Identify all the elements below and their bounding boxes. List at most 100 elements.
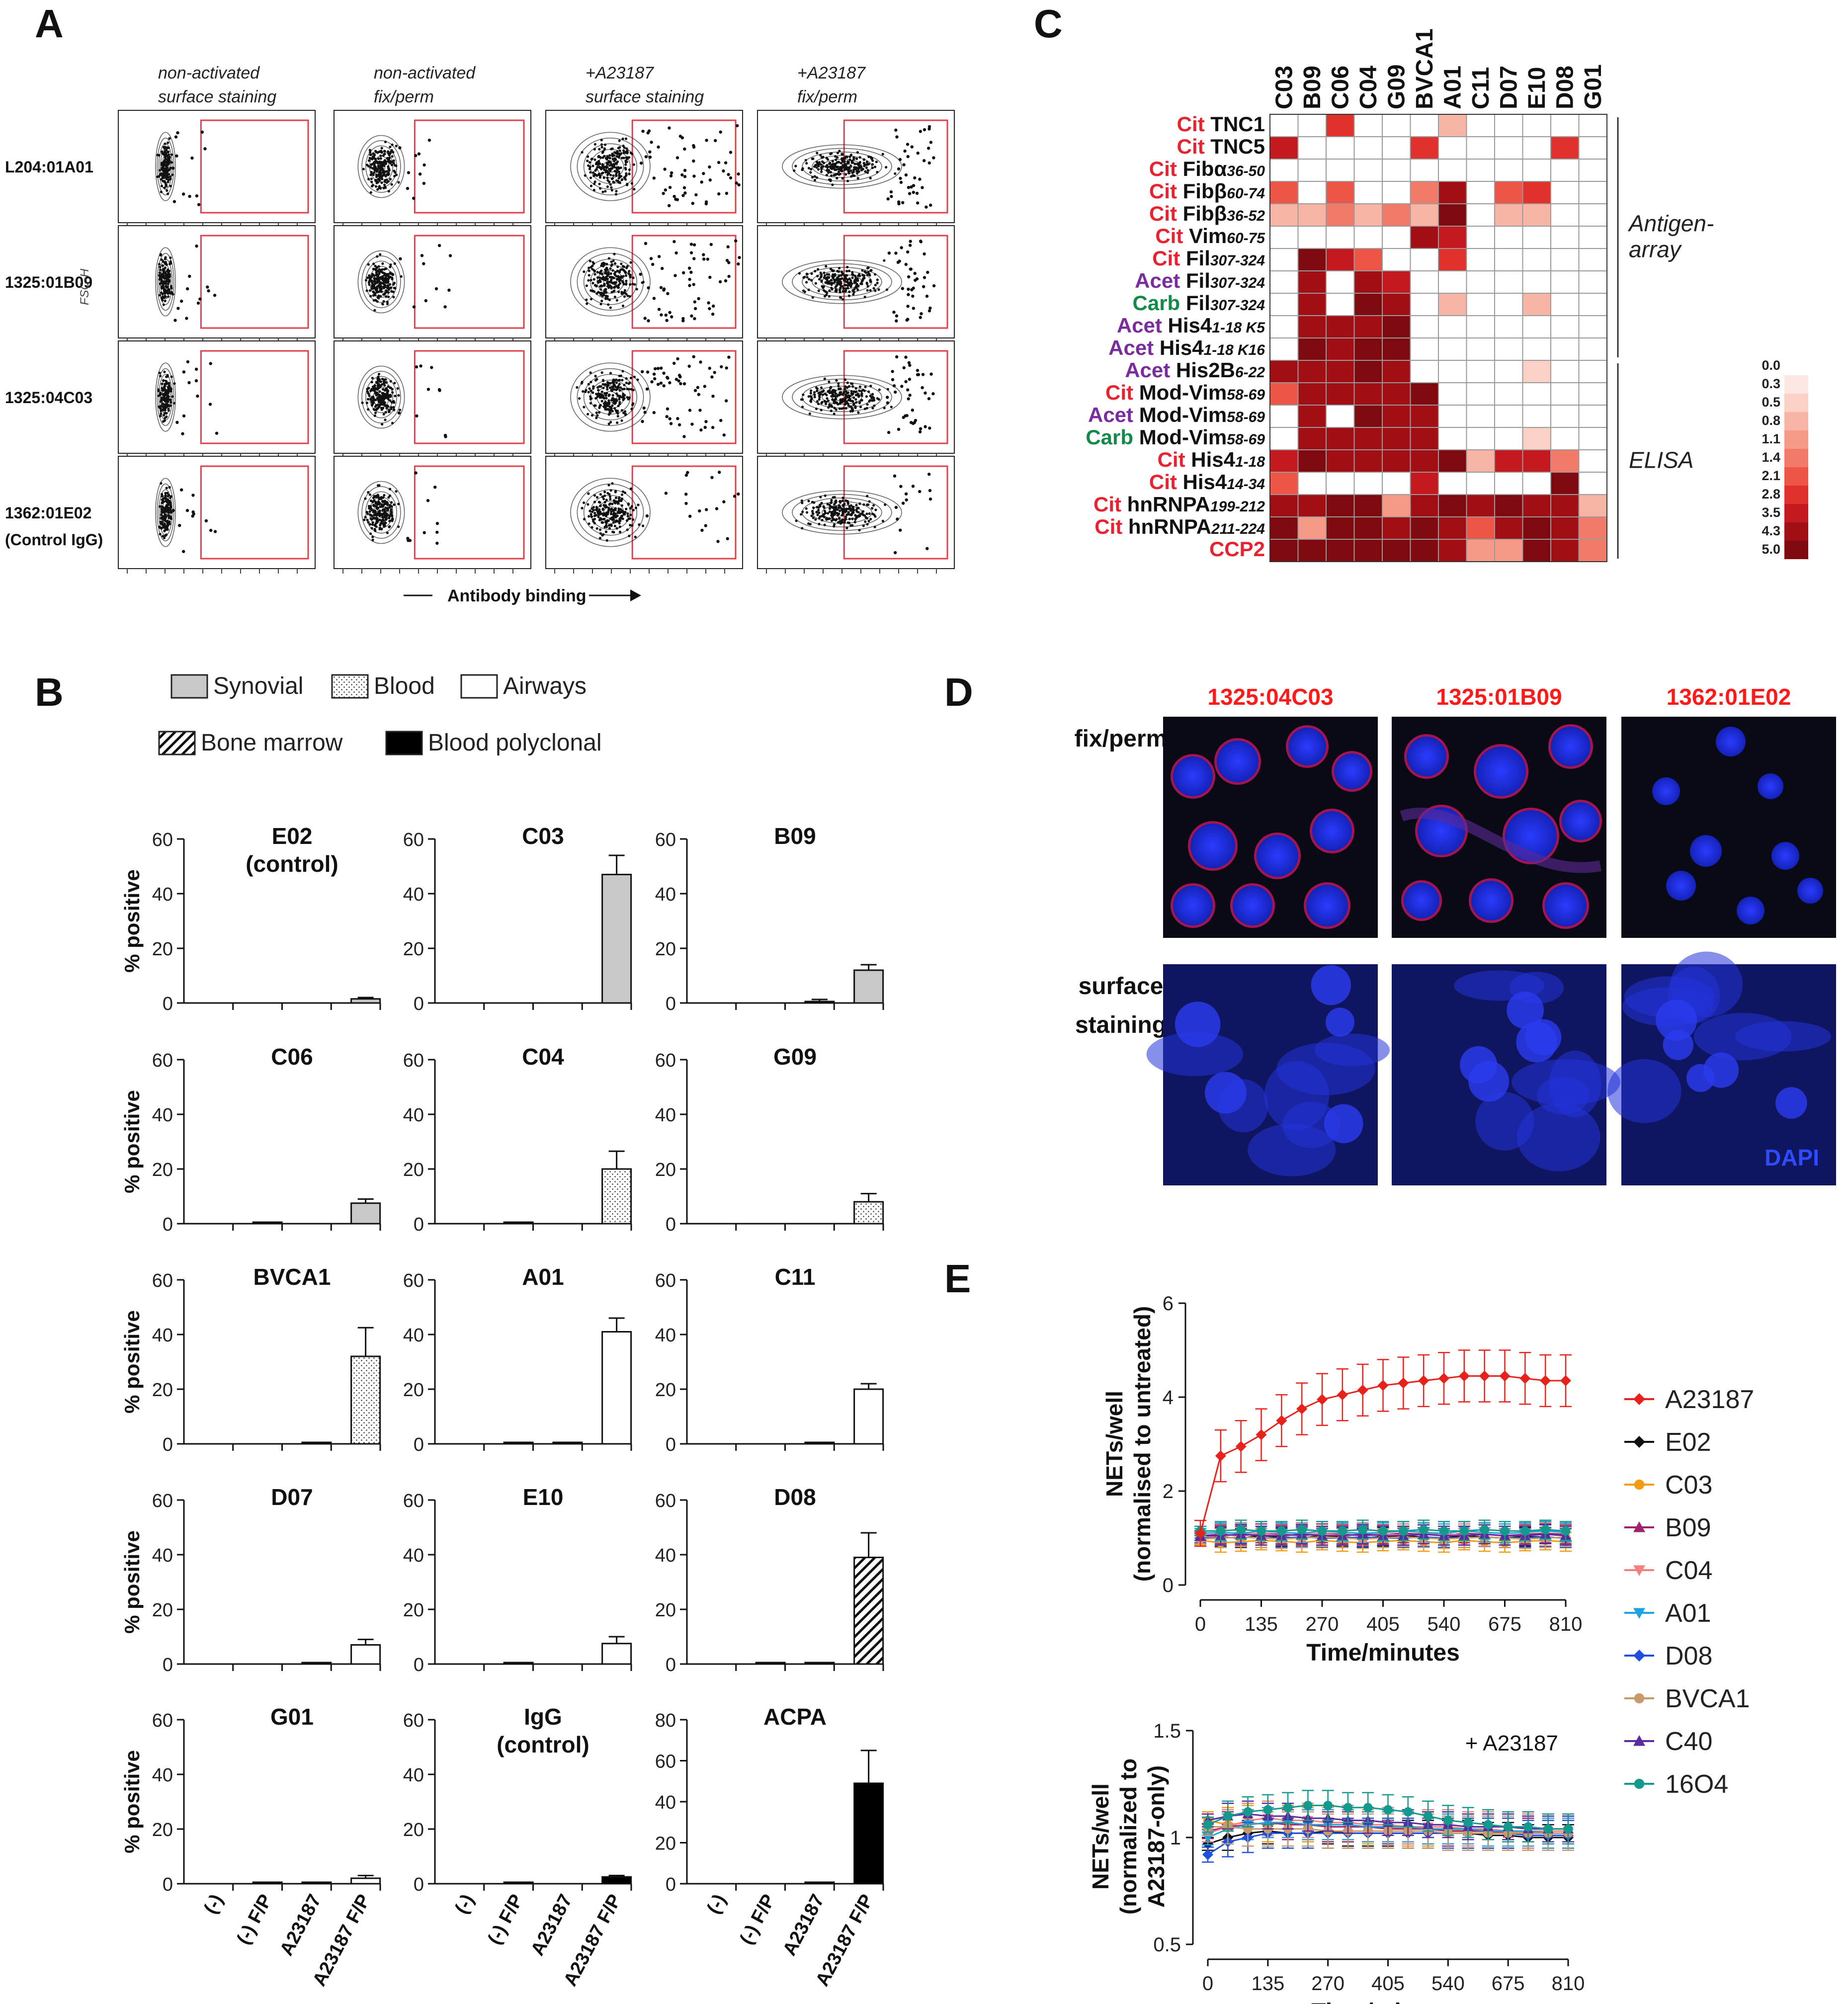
event-dot xyxy=(167,409,170,412)
event-dot xyxy=(737,183,741,187)
event-dot xyxy=(682,435,686,438)
event-dot xyxy=(844,290,847,293)
y-tick-label: 0 xyxy=(163,1874,173,1895)
event-dot xyxy=(166,525,168,528)
heatmap-cell xyxy=(1438,293,1467,316)
event-dot xyxy=(890,406,893,409)
heatmap-cell xyxy=(1410,539,1439,562)
event-dot xyxy=(580,382,583,385)
event-dot xyxy=(588,166,591,168)
event-dot xyxy=(373,509,376,512)
event-dot xyxy=(819,503,822,506)
event-dot xyxy=(903,149,907,153)
event-dot xyxy=(599,504,602,507)
event-dot xyxy=(725,399,728,403)
y-tick-label: 60 xyxy=(655,1050,676,1071)
event-dot xyxy=(626,396,629,399)
event-dot xyxy=(616,514,619,517)
event-dot xyxy=(420,254,424,257)
event-dot xyxy=(851,505,854,508)
event-dot xyxy=(373,277,376,280)
event-dot xyxy=(906,250,910,254)
heatmap-cell xyxy=(1297,293,1327,316)
event-dot xyxy=(851,507,854,510)
heatmap-cell xyxy=(1466,270,1495,294)
heatmap-cell xyxy=(1326,494,1355,517)
event-dot xyxy=(400,275,403,278)
heatmap-cell xyxy=(1494,427,1523,450)
event-dot xyxy=(624,151,627,154)
panel-letter-d: D xyxy=(944,670,973,714)
event-dot xyxy=(810,389,813,392)
event-dot xyxy=(823,509,826,512)
panel-a-flow-cytometry: non-activated surface stainingnon-activat… xyxy=(5,64,955,605)
event-dot xyxy=(159,374,162,378)
event-dot xyxy=(727,261,731,264)
event-dot xyxy=(856,151,859,154)
event-dot xyxy=(910,145,914,149)
event-dot xyxy=(165,499,168,502)
event-dot xyxy=(828,162,831,166)
event-dot xyxy=(378,272,381,275)
event-dot xyxy=(822,389,825,392)
event-dot xyxy=(841,512,844,515)
event-dot xyxy=(623,384,626,387)
bar xyxy=(853,1201,884,1225)
y-tick-label: 0 xyxy=(666,1434,676,1455)
event-dot xyxy=(835,408,838,411)
heatmap-cell xyxy=(1269,427,1299,450)
event-dot xyxy=(373,513,376,516)
heatmap-cell xyxy=(1353,516,1383,540)
event-dot xyxy=(883,407,886,410)
event-dot xyxy=(802,393,805,396)
event-dot xyxy=(588,266,590,269)
event-dot xyxy=(397,502,400,505)
heatmap-cell xyxy=(1326,114,1355,137)
event-dot xyxy=(374,294,377,297)
heatmap-cell xyxy=(1522,315,1551,338)
event-dot xyxy=(911,294,915,298)
event-dot xyxy=(391,391,394,394)
event-dot xyxy=(383,378,386,381)
event-dot xyxy=(618,270,621,273)
event-dot xyxy=(608,495,612,498)
event-dot xyxy=(810,400,813,403)
event-dot xyxy=(683,175,687,178)
y-tick-label: 40 xyxy=(152,884,173,905)
flow-plot-frame xyxy=(118,110,316,223)
event-dot xyxy=(913,271,917,275)
event-dot xyxy=(825,403,828,406)
event-dot xyxy=(822,505,825,508)
event-dot xyxy=(166,292,169,295)
event-dot xyxy=(852,402,856,405)
event-dot xyxy=(625,293,628,296)
event-dot xyxy=(168,522,171,525)
event-dot xyxy=(389,380,392,383)
event-dot xyxy=(608,154,611,157)
event-dot xyxy=(715,507,719,510)
event-dot xyxy=(919,316,922,319)
heatmap-cell xyxy=(1494,136,1523,160)
event-dot xyxy=(838,402,841,405)
event-dot xyxy=(385,267,388,270)
event-dot xyxy=(587,391,590,394)
event-dot xyxy=(380,396,383,400)
event-dot xyxy=(699,428,703,432)
event-dot xyxy=(918,430,922,433)
event-dot xyxy=(388,156,391,160)
heatmap-cell xyxy=(1353,114,1383,137)
colorscale-swatch xyxy=(1784,504,1808,522)
event-dot xyxy=(609,508,612,511)
heatmap-cell xyxy=(1466,159,1495,182)
row-antigen: hnRNPA xyxy=(1122,515,1211,538)
event-dot xyxy=(161,279,164,283)
event-dot xyxy=(613,169,616,173)
event-dot xyxy=(158,271,162,274)
event-dot xyxy=(908,363,912,367)
heatmap-cell xyxy=(1438,516,1467,540)
event-dot xyxy=(737,262,740,266)
event-dot xyxy=(670,315,673,319)
event-dot xyxy=(369,191,372,194)
event-dot xyxy=(602,294,605,297)
heatmap-cell xyxy=(1297,203,1327,227)
